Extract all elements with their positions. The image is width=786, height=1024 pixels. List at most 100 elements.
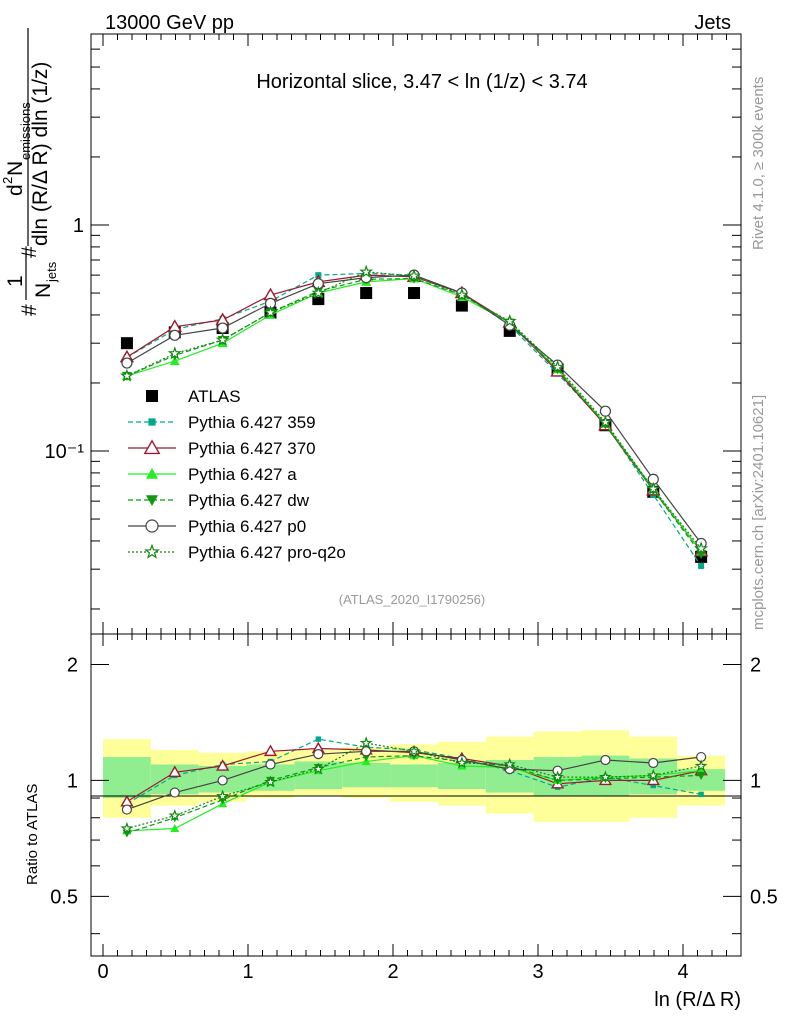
data-point — [407, 268, 421, 282]
ratio-frame — [90, 633, 742, 957]
data-point — [217, 322, 229, 334]
data-point — [599, 405, 612, 417]
data-point — [120, 821, 134, 834]
x-tick-label: 1 — [242, 961, 253, 983]
ratio-tick-label: 1 — [67, 770, 78, 792]
svg-text:emissions: emissions — [18, 102, 33, 160]
data-point — [169, 329, 181, 341]
data-point — [265, 759, 276, 770]
ratio-tick-label: 0.5 — [750, 886, 778, 908]
svg-text:jets: jets — [44, 261, 59, 283]
x-tick-label: 2 — [387, 961, 398, 983]
data-point — [168, 808, 182, 822]
ratio-tick-label: 0.5 — [50, 886, 78, 908]
data-point — [600, 754, 611, 766]
chart-title: Horizontal slice, 3.47 < ln (1/z) < 3.74 — [256, 71, 587, 93]
series-pythia-6-427-pro-q2o — [120, 264, 709, 834]
ratio-tick-label: 1 — [750, 770, 761, 792]
data-point — [361, 746, 372, 757]
header-jets-label: Jets — [694, 12, 731, 34]
data-point — [216, 759, 230, 771]
data-point — [121, 804, 133, 815]
band-inner — [390, 764, 438, 788]
legend-entry: Pythia 6.427 pro-q2o — [128, 543, 346, 562]
data-point — [264, 775, 277, 788]
data-point — [694, 759, 708, 772]
data-point — [145, 519, 159, 533]
svg-text:dln (R/Δ R) dln (1/z): dln (R/Δ R) dln (1/z) — [29, 62, 52, 246]
legend-entry: Pythia 6.427 a — [128, 465, 297, 484]
y-tick-label: 10⁻¹ — [45, 441, 85, 463]
data-point — [121, 357, 133, 369]
svg-text:1: 1 — [4, 275, 27, 287]
data-point — [144, 543, 160, 559]
data-point — [407, 744, 421, 757]
data-point — [359, 736, 373, 749]
data-point — [313, 749, 324, 760]
data-point — [646, 481, 661, 495]
svg-text:N: N — [4, 161, 27, 176]
legend-label: Pythia 6.427 a — [188, 465, 297, 484]
data-point — [315, 736, 322, 742]
data-point — [551, 770, 565, 783]
svg-text:#: # — [18, 304, 41, 316]
data-point — [502, 313, 517, 328]
data-point — [550, 359, 565, 374]
axis-ticks: 0 1 2 3 4 1 10⁻¹ 0.5 0.5 1 1 2 2 — [45, 33, 778, 983]
data-point — [694, 541, 709, 555]
x-tick-label: 3 — [532, 961, 543, 983]
data-point — [217, 775, 228, 786]
data-point — [503, 757, 517, 770]
legend-label: Pythia 6.427 359 — [188, 413, 316, 432]
data-point — [170, 824, 180, 833]
data-point — [408, 287, 421, 300]
y-tick-label: 1 — [73, 215, 84, 237]
legend: ATLAS Pythia 6.427 359 Pythia 6.427 370 Pyt… — [128, 387, 346, 562]
data-point — [263, 305, 278, 319]
legend-entry: Pythia 6.427 359 — [128, 413, 316, 432]
data-point — [120, 337, 133, 350]
data-point — [263, 744, 278, 757]
data-point — [311, 762, 325, 775]
series-layer — [119, 264, 709, 838]
data-point — [120, 368, 134, 382]
svg-text:2: 2 — [0, 177, 15, 184]
data-point — [698, 562, 705, 569]
legend-label: ATLAS — [188, 387, 241, 406]
data-point — [146, 495, 158, 506]
data-point — [311, 285, 326, 299]
analysis-label: (ATLAS_2020_I1790256) — [339, 592, 485, 607]
data-point — [148, 418, 156, 426]
header-collision-label: 13000 GeV pp — [105, 12, 234, 34]
legend-label: Pythia 6.427 pro-q2o — [188, 543, 346, 562]
rivet-label: Rivet 4.1.0, ≥ 300k events — [750, 77, 767, 250]
data-point — [168, 765, 182, 778]
data-point — [359, 264, 374, 278]
data-point — [216, 789, 229, 802]
legend-label: Pythia 6.427 p0 — [188, 517, 306, 536]
ratio-axis-label: Ratio to ATLAS — [24, 784, 41, 885]
data-point — [696, 771, 706, 780]
data-point — [146, 468, 158, 479]
data-point — [360, 287, 373, 300]
data-point — [598, 770, 612, 783]
x-axis-label: ln (R/Δ R) — [654, 989, 741, 1011]
legend-label: Pythia 6.427 dw — [188, 491, 310, 510]
data-point — [143, 439, 161, 455]
legend-entry: Pythia 6.427 dw — [128, 491, 310, 510]
data-point — [503, 324, 516, 337]
ratio-tick-label: 2 — [67, 654, 78, 676]
data-point — [455, 299, 468, 312]
band-inner — [342, 762, 391, 788]
data-point — [454, 287, 469, 301]
data-point — [648, 757, 659, 769]
data-point — [146, 390, 158, 402]
band-inner — [103, 757, 151, 799]
y-axis-label: # 1 N jets # d 2 N emissions dln (R/Δ R)… — [0, 28, 59, 316]
data-point — [646, 768, 660, 781]
svg-text:#: # — [18, 246, 41, 258]
legend-entry: ATLAS — [146, 387, 241, 406]
data-point — [215, 332, 230, 346]
